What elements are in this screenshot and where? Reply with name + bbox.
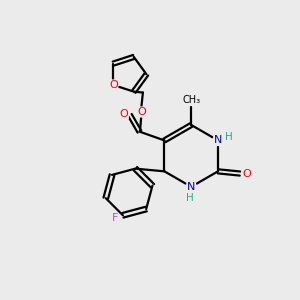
Text: O: O [242, 169, 251, 178]
Text: O: O [120, 109, 128, 118]
Text: F: F [111, 213, 118, 223]
Text: N: N [214, 135, 222, 146]
Text: H: H [225, 133, 233, 142]
Text: CH₃: CH₃ [182, 95, 201, 105]
Text: N: N [187, 182, 195, 192]
Text: O: O [109, 80, 118, 90]
Text: O: O [138, 107, 146, 117]
Text: H: H [186, 193, 194, 203]
